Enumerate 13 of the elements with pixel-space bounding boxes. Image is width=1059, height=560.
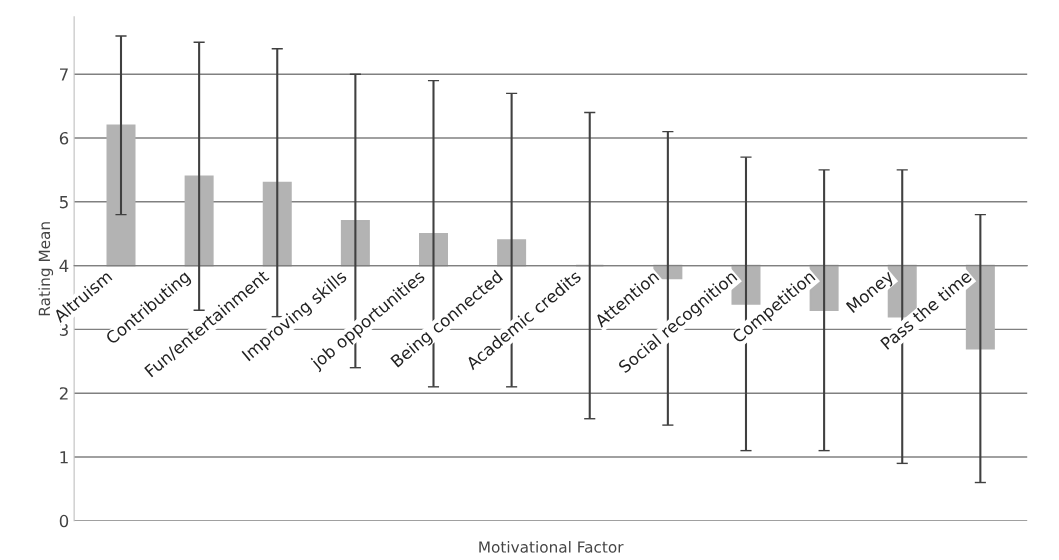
y-tick-label: 0 — [59, 514, 69, 528]
y-tick-label: 6 — [59, 131, 69, 145]
y-tick-label: 1 — [60, 451, 68, 464]
y-tick-label: 7 — [60, 68, 68, 81]
bar — [184, 175, 214, 267]
y-tick-label: 2 — [59, 387, 68, 400]
y-tick-label: 4 — [59, 259, 69, 272]
x-axis-title: Motivational Factor — [479, 540, 624, 553]
y-tick-label: 5 — [59, 195, 68, 209]
bar — [106, 124, 136, 267]
bar — [340, 220, 370, 267]
bar — [262, 181, 292, 267]
y-axis-title: Rating Mean — [38, 222, 54, 316]
